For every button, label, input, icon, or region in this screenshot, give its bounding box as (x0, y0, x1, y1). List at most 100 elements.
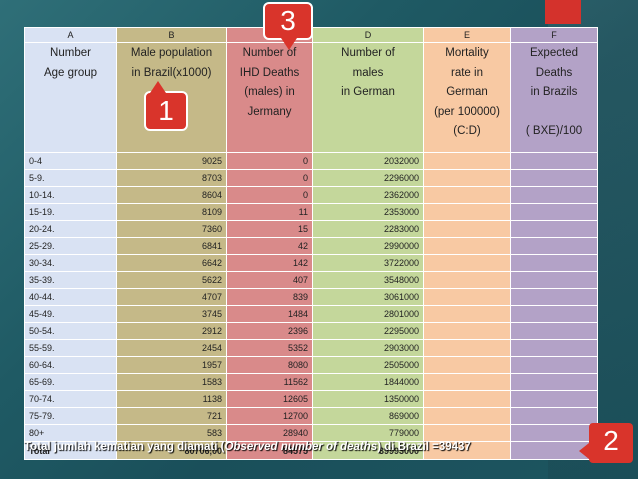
table-cell: 2295000 (312, 322, 424, 340)
table-row: 35-39. 5622 407 3548000 (24, 271, 598, 289)
table-cell: 779000 (312, 424, 424, 442)
table-row: 40-44. 4707 839 3061000 (24, 288, 598, 306)
table-cell: 50-54. (24, 322, 117, 340)
table-row: 20-24. 7360 15 2283000 (24, 220, 598, 238)
table-cell: 65-69. (24, 373, 117, 391)
table-cell (510, 152, 598, 170)
table-cell (423, 271, 511, 289)
red-corner-tab (545, 0, 581, 24)
table-cell (423, 254, 511, 272)
column-letter-b: B (116, 27, 227, 43)
table-cell: 8080 (226, 356, 313, 374)
table-row: 65-69. 1583 11562 1844000 (24, 373, 598, 391)
table-row: 45-49. 3745 1484 2801000 (24, 305, 598, 323)
table-cell: 30-34. (24, 254, 117, 272)
table-cell (510, 339, 598, 357)
table-row: 55-59. 2454 5352 2903000 (24, 339, 598, 357)
header-row: Number Age group Male population in Brazil(… (24, 42, 598, 153)
table-cell: 6841 (116, 237, 227, 255)
table-cell (510, 390, 598, 408)
table-cell (423, 152, 511, 170)
table-cell: 8703 (116, 169, 227, 187)
table-cell: 35-39. (24, 271, 117, 289)
table-cell (510, 305, 598, 323)
column-header-d: Number of males in German (312, 42, 424, 153)
table-cell: 12605 (226, 390, 313, 408)
table-cell (423, 203, 511, 221)
table-cell: 2032000 (312, 152, 424, 170)
header-line: Age group (43, 66, 98, 79)
table-row: 5-9. 8703 0 2296000 (24, 169, 598, 187)
table-cell: 7360 (116, 220, 227, 238)
header-line: Number of (341, 47, 395, 59)
total-cell: Total (24, 441, 117, 460)
table-cell (510, 407, 598, 425)
table-row: 60-64. 1957 8080 2505000 (24, 356, 598, 374)
table-cell: 11 (226, 203, 313, 221)
table-cell: 839 (226, 288, 313, 306)
table-cell: 1957 (116, 356, 227, 374)
table-cell (510, 356, 598, 374)
table-cell: 2454 (116, 339, 227, 357)
table-cell: 5622 (116, 271, 227, 289)
table-cell: 60-64. (24, 356, 117, 374)
table-cell: 20-24. (24, 220, 117, 238)
table-cell (510, 288, 598, 306)
column-header-e: Mortality rate in German (per 100000) (C:D) (423, 42, 511, 153)
table-cell: 2296000 (312, 169, 424, 187)
table-cell (423, 424, 511, 442)
table-cell: 45-49. (24, 305, 117, 323)
table-row: 30-34. 6642 142 3722000 (24, 254, 598, 272)
table-cell: 0 (226, 152, 313, 170)
table-cell (423, 322, 511, 340)
table-cell: 2505000 (312, 356, 424, 374)
table-cell: 3745 (116, 305, 227, 323)
table-cell: 5-9. (24, 169, 117, 187)
table-cell: 583 (116, 424, 227, 442)
table-row: 10-14. 8604 0 2362000 (24, 186, 598, 204)
table-cell: 15 (226, 220, 313, 238)
header-line: ( BXE)/100 (525, 125, 583, 137)
table-cell (423, 169, 511, 187)
column-header-c: Number of IHD Deaths (males) in Jermany (226, 42, 313, 153)
column-letter-a: A (24, 27, 117, 43)
table-cell (510, 271, 598, 289)
table-cell: 70-74. (24, 390, 117, 408)
header-line: Male population (130, 47, 213, 59)
table-row: 75-79. 721 12700 869000 (24, 407, 598, 425)
table-cell (423, 220, 511, 238)
header-line: (C:D) (453, 125, 481, 137)
table-cell: 42 (226, 237, 313, 255)
header-line: Deaths (535, 66, 573, 79)
header-line: IHD Deaths (239, 66, 300, 79)
header-line: males (352, 66, 384, 79)
table-cell: 80+ (24, 424, 117, 442)
table-cell: 6642 (116, 254, 227, 272)
badge-3: 3 (263, 2, 313, 50)
header-line: Number (50, 47, 91, 59)
table-cell: 55-59. (24, 339, 117, 357)
table-cell: 9025 (116, 152, 227, 170)
column-letter-e: E (423, 27, 511, 43)
table-cell: 869000 (312, 407, 424, 425)
table-cell: 2283000 (312, 220, 424, 238)
table-cell: 15-19. (24, 203, 117, 221)
table-cell (510, 186, 598, 204)
total-cell: 84575 (226, 441, 313, 460)
table-cell: 0 (226, 169, 313, 187)
caption-after: ) di Brazil =39437 (377, 441, 471, 453)
header-line: Number of (242, 47, 297, 59)
table-cell: 3061000 (312, 288, 424, 306)
table-cell (510, 237, 598, 255)
table-cell (423, 407, 511, 425)
column-letter-d: D (312, 27, 424, 43)
header-line: (per 100000) (434, 105, 500, 118)
total-row: Total 80706,00 84575 39993000 (24, 441, 598, 460)
table-cell (510, 203, 598, 221)
table-cell: 28940 (226, 424, 313, 442)
column-header-a: Number Age group (24, 42, 117, 153)
header-line: rate in (451, 66, 483, 79)
column-header-f: Expected Deaths in Brazils ( BXE)/100 (510, 42, 598, 153)
table-row: 50-54. 2912 2396 2295000 (24, 322, 598, 340)
